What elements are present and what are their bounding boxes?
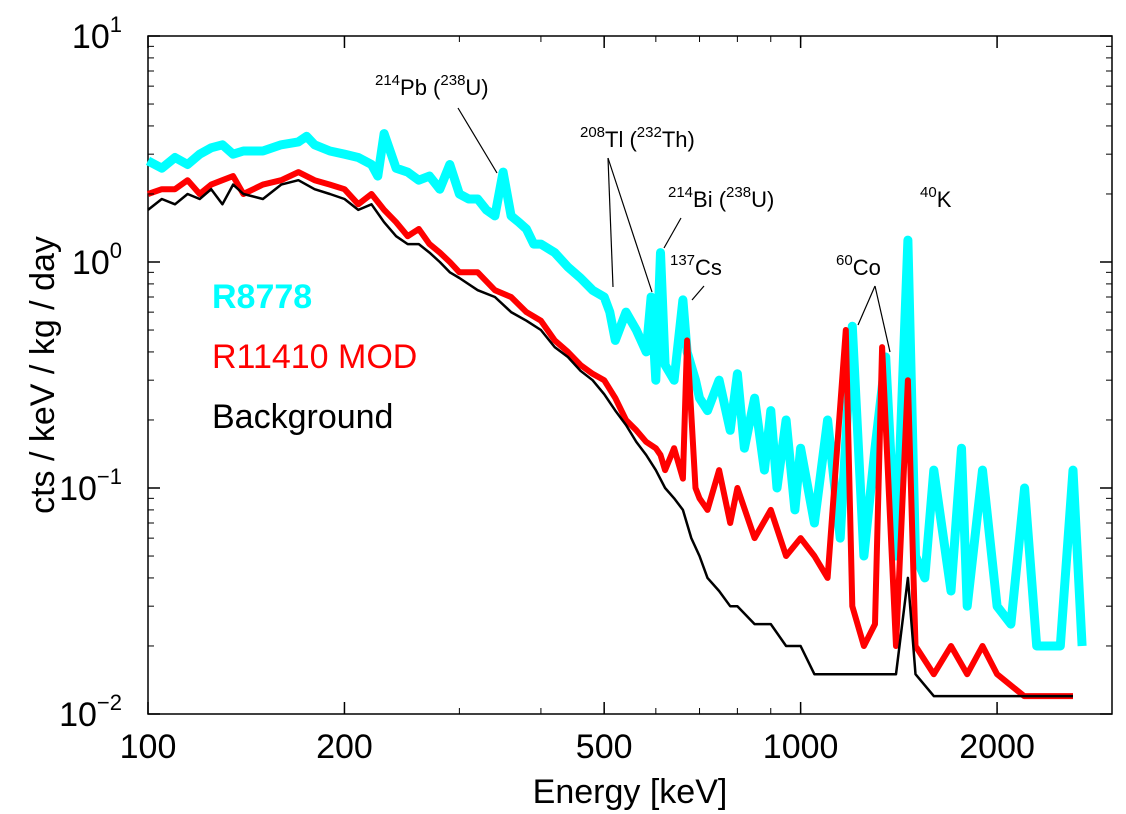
- annotation-leader-line: [663, 217, 682, 249]
- x-tick-label: 500: [576, 728, 633, 766]
- annotation-leader-line: [874, 285, 891, 353]
- annotation-leader-line: [607, 157, 614, 288]
- annotation-label: 60Co: [836, 252, 881, 280]
- annotation-leader-line: [607, 157, 653, 293]
- x-tick-label: 2000: [959, 728, 1035, 766]
- series-line-background: [147, 178, 1073, 698]
- annotation-layer: 214Pb (238U) 208Tl (232Th) 214Bi (238U) 137…: [375, 72, 952, 353]
- y-tick-label: 100: [72, 238, 122, 282]
- annotation-label: 214Pb (238U): [375, 72, 489, 100]
- y-tick-label: 101: [72, 12, 122, 56]
- x-tick-label: 100: [120, 728, 177, 766]
- annotation-label: 208Tl (232Th): [580, 124, 695, 152]
- y-tick-label: 10−1: [59, 464, 122, 508]
- y-axis-label: cts / keV / kg / day: [24, 236, 62, 514]
- annotation-leader-line: [857, 285, 876, 326]
- x-tick-label: 200: [316, 728, 373, 766]
- series-line-r11410-mod: [147, 169, 1073, 700]
- legend-entry-background: Background: [212, 398, 393, 436]
- annotation-label: 214Bi (238U): [668, 184, 774, 212]
- y-tick-label: 10−2: [59, 690, 122, 734]
- annotation-label: 137Cs: [670, 252, 722, 280]
- legend-entry-r8778: R8778: [212, 278, 312, 316]
- annotation-leader-line: [457, 107, 498, 174]
- annotation-label: 40K: [920, 184, 952, 212]
- x-axis-label: Energy [keV]: [533, 773, 728, 811]
- annotation-leader-line: [691, 285, 705, 301]
- plot-area: [147, 35, 1113, 715]
- tick-layer: 100 200 500 1000 2000 101 100 10−1 10−2: [59, 12, 1113, 766]
- series-line-r8778: [145, 129, 1087, 651]
- series-layer: [145, 129, 1087, 700]
- legend-entry-r11410-mod: R11410 MOD: [212, 338, 417, 376]
- x-tick-label: 1000: [763, 728, 839, 766]
